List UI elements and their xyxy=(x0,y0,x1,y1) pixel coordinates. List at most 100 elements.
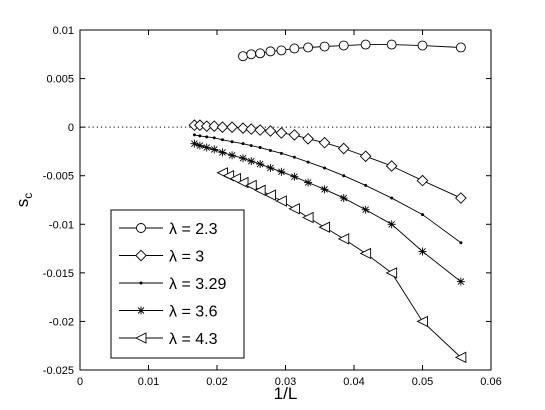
series-4-point-6 xyxy=(228,151,237,160)
y-tick-label-6: -0.015 xyxy=(43,268,74,280)
series-1-point-3-shape xyxy=(255,48,266,59)
series-3-point-12 xyxy=(292,155,296,159)
series-4-point-5 xyxy=(218,148,227,157)
series-1-point-4-shape xyxy=(265,46,276,57)
series-2-point-13-shape xyxy=(302,132,314,145)
y-tick-label-5: -0.01 xyxy=(49,219,74,231)
series-1-point-6 xyxy=(289,43,300,54)
series-3-point-9-shape xyxy=(258,146,262,150)
series-1-point-7-shape xyxy=(303,42,314,53)
series-group xyxy=(188,39,467,364)
series-5-point-9-shape xyxy=(288,203,300,215)
y-tick-label-4: -0.005 xyxy=(43,171,74,183)
series-3-point-4 xyxy=(212,136,216,140)
axes-group: 0 0.01 0.02 0.03 0.04 0.05 0.06 0.01 0.005 0 -0.00… xyxy=(43,25,502,388)
series-1-point-2-shape xyxy=(246,49,257,60)
series-4-point-14-stroke-d2 xyxy=(321,185,328,193)
series-5-point-14-shape xyxy=(385,267,398,279)
series-4-point-3-stroke-d2 xyxy=(203,144,211,151)
series-3-point-19-shape xyxy=(459,241,463,245)
series-2-point-4 xyxy=(208,120,221,133)
series-4-point-1-stroke-d2 xyxy=(191,140,198,147)
legend-entry-2: λ = 3 xyxy=(119,249,204,266)
series-5-point-4 xyxy=(237,176,249,189)
series-4-point-2-stroke-d2 xyxy=(196,142,204,149)
legend-entry-2-label: λ = 3 xyxy=(169,249,204,266)
legend-box xyxy=(110,209,245,359)
series-4-point-12-stroke-d2 xyxy=(291,173,298,181)
series-5-point-13 xyxy=(359,247,372,260)
series-2-point-17 xyxy=(385,160,398,172)
series-3-point-3-shape xyxy=(205,135,209,139)
x-tick-label-4: 0.03 xyxy=(275,376,296,388)
series-3-point-18-shape xyxy=(421,213,424,217)
series-1-point-11-shape xyxy=(386,39,397,50)
series-1-point-1-shape xyxy=(238,51,248,62)
legend-entry-2-marker xyxy=(135,249,147,262)
series-2-point-5 xyxy=(216,121,229,133)
series-4-point-18 xyxy=(418,247,427,256)
series-5-point-8 xyxy=(275,195,287,207)
series-4-point-8 xyxy=(247,157,256,166)
series-3-point-5-shape xyxy=(220,138,224,142)
series-2-point-17-shape xyxy=(385,160,398,172)
y-tick-label-1: 0.01 xyxy=(53,25,74,37)
series-2-point-19-shape xyxy=(455,192,467,204)
legend-entry-4-marker-stroke-d2 xyxy=(137,307,145,314)
series-4-point-9-stroke-d2 xyxy=(256,160,264,168)
series-3-point-2 xyxy=(198,134,202,138)
series-5-point-6-shape xyxy=(254,184,266,197)
series-5-point-15 xyxy=(416,315,428,328)
series-3-point-14-shape xyxy=(323,166,327,170)
series-1-point-7 xyxy=(303,42,314,53)
series-2-point-5-shape xyxy=(216,121,229,133)
series-5-point-16-shape xyxy=(454,351,467,364)
series-1-point-12-shape xyxy=(417,40,428,51)
series-4-point-4 xyxy=(210,145,219,154)
series-5-point-3-shape xyxy=(229,172,241,185)
series-3-point-19 xyxy=(459,241,463,245)
series-5-point-12-shape xyxy=(337,233,350,245)
y-tick-label-2: 0.005 xyxy=(46,74,74,86)
series-2-point-2 xyxy=(194,119,206,132)
series-1-point-9-shape xyxy=(338,40,349,51)
series-5-point-10-shape xyxy=(302,211,314,224)
series-4-point-5-stroke-d2 xyxy=(219,149,226,156)
y-axis-label-main: s xyxy=(13,199,32,208)
series-3-point-9 xyxy=(258,146,262,150)
series-1-line xyxy=(242,44,461,57)
series-3 xyxy=(192,133,463,245)
series-1-point-6-shape xyxy=(289,43,300,54)
series-3-point-2-shape xyxy=(198,134,202,138)
series-2-point-6 xyxy=(226,121,238,133)
series-3-point-10-shape xyxy=(268,148,272,152)
series-2-point-8-shape xyxy=(245,123,258,135)
series-2-point-10-shape xyxy=(264,125,277,137)
series-1-point-4 xyxy=(265,46,276,57)
series-4-point-14 xyxy=(320,185,329,194)
series-4-point-15-stroke-d2 xyxy=(340,194,348,202)
series-4-point-8-stroke-d2 xyxy=(247,157,255,165)
series-5-point-11-shape xyxy=(318,221,330,233)
legend-entry-1-marker-shape xyxy=(136,223,146,233)
series-5-point-6 xyxy=(254,184,266,197)
series-3-point-11-shape xyxy=(279,151,283,155)
series-5-point-10 xyxy=(302,211,314,224)
series-4-point-1 xyxy=(190,139,199,148)
series-2-point-18 xyxy=(416,174,429,187)
series-2-point-11 xyxy=(275,127,288,139)
series-1-point-3 xyxy=(255,48,266,59)
x-tick-label-5: 0.04 xyxy=(343,376,364,388)
y-axis-label-subscript: c xyxy=(21,193,35,199)
series-2-point-9 xyxy=(254,124,266,136)
series-4 xyxy=(190,139,465,286)
legend-entry-5-label: λ = 4.3 xyxy=(169,331,218,348)
series-2-point-18-shape xyxy=(416,174,429,187)
series-3-point-7 xyxy=(241,142,245,146)
x-tick-label-3: 0.02 xyxy=(206,376,227,388)
y-axis-label: sc xyxy=(13,193,35,208)
series-3-point-1-shape xyxy=(192,133,196,137)
series-5-point-14 xyxy=(385,267,398,279)
series-3-point-17-shape xyxy=(390,196,394,200)
